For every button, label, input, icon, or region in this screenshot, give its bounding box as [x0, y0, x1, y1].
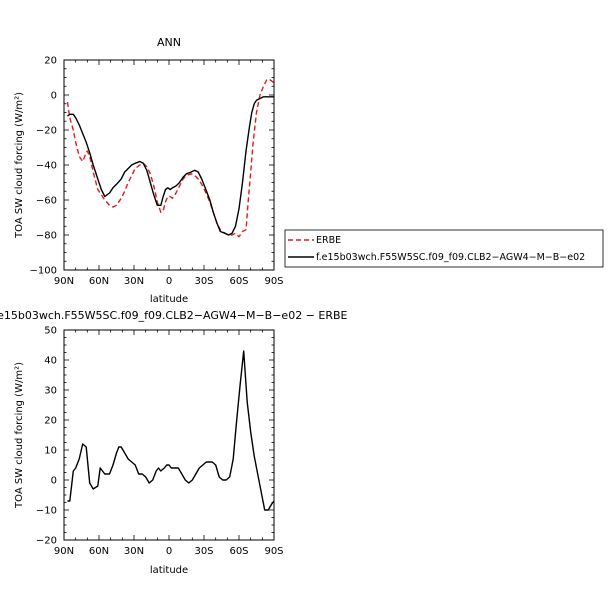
- plot-frame: [63, 329, 275, 541]
- y-axis-label: TOA SW cloud forcing (W/m²): [14, 362, 25, 509]
- y-tick-label: 0: [51, 476, 57, 487]
- y-tick-label: −10: [36, 506, 57, 517]
- y-tick-label: −100: [30, 266, 57, 277]
- series-lines: [67, 350, 275, 511]
- x-axis-label: latitude: [150, 294, 188, 305]
- x-tick-label: 90N: [54, 276, 74, 287]
- y-tick-label: 0: [51, 91, 57, 102]
- series-line-1: [66, 78, 275, 238]
- x-tick-label: 30S: [194, 276, 213, 287]
- legend-label-erbe: ERBE: [316, 235, 341, 246]
- y-tick-label: −20: [36, 126, 57, 137]
- legend: ERBE f.e15b03wch.F55W5SC.f09_f09.CLB2−AG…: [284, 229, 604, 268]
- x-tick-label: 60S: [229, 276, 248, 287]
- x-tick-label: 60N: [89, 546, 109, 557]
- x-tick-label: 90S: [264, 276, 283, 287]
- y-tick-label: −80: [36, 231, 57, 242]
- y-tick-label: 40: [44, 356, 57, 367]
- series-line-1: [67, 350, 275, 511]
- x-tick-label: 60N: [89, 276, 109, 287]
- chart-title: ANN: [157, 36, 181, 49]
- x-tick-label: 60S: [229, 546, 248, 557]
- x-axis-label: latitude: [150, 565, 188, 576]
- x-tick-label: 30S: [194, 546, 213, 557]
- y-tick-label: 10: [44, 446, 57, 457]
- chart-panel-zonal-mean: ANN 20 0 −20 −40 −60 −80 −100 90N 60N 30N 0 30S 60S…: [14, 36, 284, 305]
- x-tick-label: 90S: [264, 546, 283, 557]
- y-tick-label: −60: [36, 196, 57, 207]
- x-tick-label: 90N: [54, 546, 74, 557]
- y-tick-label: 20: [44, 56, 57, 67]
- x-tick-label: 0: [166, 276, 172, 287]
- x-tick-label: 0: [166, 546, 172, 557]
- series-line-2: [67, 96, 274, 236]
- y-tick-labels: 20 0 −20 −40 −60 −80 −100: [30, 56, 57, 277]
- tick-marks: [63, 59, 275, 271]
- y-axis-label: TOA SW cloud forcing (W/m²): [14, 92, 25, 239]
- y-tick-label: 50: [44, 326, 57, 337]
- x-tick-label: 30N: [124, 276, 144, 287]
- x-tick-labels: 90N 60N 30N 0 30S 60S 90S: [54, 276, 284, 287]
- y-tick-label: 30: [44, 386, 57, 397]
- legend-box: [284, 229, 604, 268]
- y-tick-label: 20: [44, 416, 57, 427]
- legend-label-model: f.e15b03wch.F55W5SC.f09_f09.CLB2−AGW4−M−…: [316, 252, 585, 263]
- y-tick-label: −20: [36, 536, 57, 547]
- chart-panel-difference: f.e15b03wch.F55W5SC.f09_f09.CLB2−AGW4−M−…: [0, 309, 348, 576]
- x-tick-labels: 90N 60N 30N 0 30S 60S 90S: [54, 546, 284, 557]
- x-tick-label: 30N: [124, 546, 144, 557]
- y-tick-label: −40: [36, 161, 57, 172]
- chart-title-difference: f.e15b03wch.F55W5SC.f09_f09.CLB2−AGW4−M−…: [0, 309, 348, 322]
- y-tick-labels: 50 40 30 20 10 0 −10 −20: [36, 326, 57, 547]
- plot-frame: [63, 59, 275, 271]
- series-lines: [66, 78, 275, 238]
